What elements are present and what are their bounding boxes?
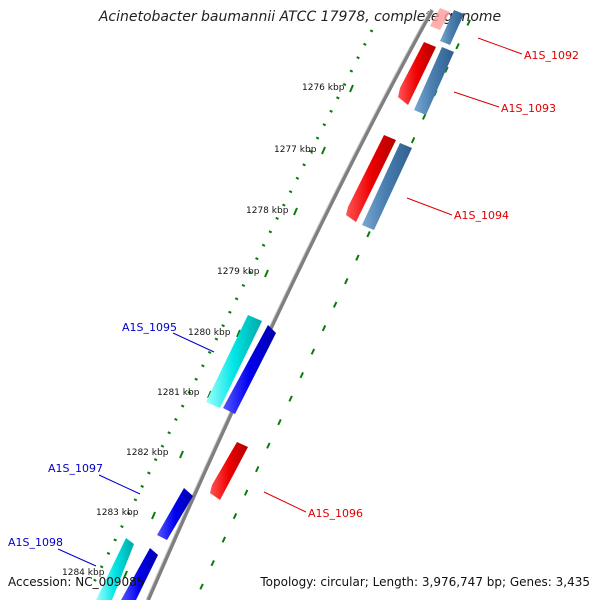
tick-track-inner: [199, 19, 471, 591]
gene-label[interactable]: A1S_1096: [308, 507, 363, 520]
tick-label: 1277 kbp: [274, 145, 317, 155]
tick-label: 1282 kbp: [126, 448, 169, 458]
gene-label[interactable]: A1S_1098: [8, 536, 63, 549]
leader-line: [263, 491, 307, 513]
reverse-genes: [96, 315, 276, 600]
forward-genes: [210, 8, 464, 500]
tick-label: 1278 kbp: [246, 206, 289, 216]
gene-feature-a1s-1093[interactable]: [414, 47, 454, 115]
gene-feature-a1s-1095[interactable]: [206, 315, 262, 408]
gene-feature-a1s-1094[interactable]: [362, 143, 412, 230]
map-title: Acinetobacter baumannii ATCC 17978, comp…: [98, 9, 502, 25]
leader-line: [406, 197, 453, 216]
genome-backbone: [146, 9, 434, 600]
tick-marks: [123, 84, 354, 579]
gene-feature-a1s-1092b[interactable]: [440, 10, 464, 45]
tick-label: 1280 kbp: [188, 328, 231, 338]
leader-line: [98, 474, 141, 495]
tick-track-outer: [88, 29, 374, 591]
accession-label: Accession: NC_009085: [8, 575, 145, 589]
topology-summary: Topology: circular; Length: 3,976,747 bp…: [260, 575, 590, 589]
tick-label: 1284 kbp: [62, 568, 105, 578]
gene-feature-a1s-1092[interactable]: [430, 8, 450, 30]
gene-feature-a1s-1093-red[interactable]: [398, 42, 436, 105]
gene-label[interactable]: A1S_1095: [122, 321, 177, 334]
tick-label: 1276 kbp: [302, 83, 345, 93]
leader-line: [453, 91, 500, 108]
tick-label: 1281 kbp: [157, 388, 200, 398]
gene-feature-a1s-1098b[interactable]: [121, 548, 158, 600]
leader-line: [477, 37, 523, 55]
tick-label: 1279 kbp: [217, 267, 260, 277]
gene-feature-a1s-1098[interactable]: [96, 538, 134, 600]
gene-label[interactable]: A1S_1092: [524, 49, 579, 62]
leader-line: [57, 548, 97, 567]
tick-label: 1283 kbp: [96, 508, 139, 518]
gene-label[interactable]: A1S_1097: [48, 462, 103, 475]
gene-feature-a1s-1094-red[interactable]: [346, 135, 396, 222]
gene-feature-a1s-1095b[interactable]: [223, 325, 276, 414]
gene-label[interactable]: A1S_1094: [454, 209, 509, 222]
gene-feature-a1s-1097[interactable]: [157, 488, 193, 540]
gene-feature-a1s-1096[interactable]: [210, 442, 248, 500]
leader-line: [172, 332, 215, 353]
gene-label[interactable]: A1S_1093: [501, 102, 556, 115]
